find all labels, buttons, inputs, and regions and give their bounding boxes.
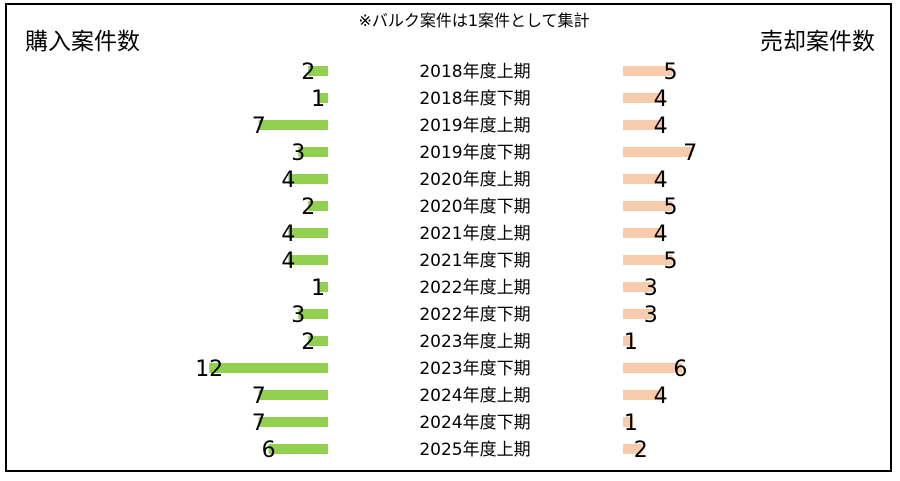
sale-value-label: 6 (673, 357, 687, 382)
category-label: 2019年度上期 (419, 116, 530, 136)
category-label: 2021年度上期 (419, 224, 530, 244)
sale-value-label: 4 (654, 168, 668, 193)
sale-bar (623, 363, 683, 373)
purchase-bar (308, 201, 328, 211)
purchase-value-label: 7 (252, 384, 266, 409)
purchase-value-label: 1 (311, 87, 325, 112)
purchase-value-label: 4 (281, 168, 295, 193)
category-label: 2019年度下期 (419, 143, 530, 163)
sale-value-label: 4 (654, 384, 668, 409)
sale-value-label: 1 (624, 411, 638, 436)
sale-bar (623, 174, 663, 184)
purchase-bar (288, 174, 328, 184)
sale-bar (623, 228, 663, 238)
category-label: 2021年度下期 (419, 251, 530, 271)
purchase-bar (308, 336, 328, 346)
sale-bar (623, 255, 673, 265)
sale-value-label: 2 (634, 438, 648, 463)
purchase-bar (298, 309, 328, 319)
sale-bar (623, 417, 633, 427)
sale-value-label: 5 (664, 249, 678, 274)
purchase-bar (268, 444, 328, 454)
sale-value-label: 3 (644, 276, 658, 301)
sale-value-label: 5 (664, 195, 678, 220)
purchase-value-label: 1 (311, 276, 325, 301)
purchase-value-label: 3 (291, 303, 305, 328)
purchase-bar (308, 66, 328, 76)
sale-bar (623, 336, 633, 346)
purchase-value-label: 7 (252, 114, 266, 139)
category-label: 2023年度上期 (419, 332, 530, 352)
sale-value-label: 1 (624, 330, 638, 355)
purchase-bar (298, 147, 328, 157)
sale-bar (623, 66, 673, 76)
purchase-bar (288, 228, 328, 238)
purchase-value-label: 2 (301, 60, 315, 85)
category-label: 2024年度下期 (419, 413, 530, 433)
purchase-value-label: 4 (281, 249, 295, 274)
category-label: 2022年度下期 (419, 305, 530, 325)
purchase-value-label: 12 (195, 357, 223, 382)
purchase-bar (258, 417, 328, 427)
category-label: 2020年度下期 (419, 197, 530, 217)
right-axis-title: 売却案件数 (760, 29, 875, 55)
purchase-bar (258, 120, 328, 130)
purchase-bar (318, 93, 328, 103)
left-axis-title: 購入案件数 (25, 29, 140, 55)
category-label: 2024年度上期 (419, 386, 530, 406)
sale-value-label: 5 (664, 60, 678, 85)
category-label: 2020年度上期 (419, 170, 530, 190)
purchase-value-label: 2 (301, 330, 315, 355)
sale-bar (623, 390, 663, 400)
chart-note: ※バルク案件は1案件として集計 (358, 11, 589, 30)
sale-bar (623, 93, 663, 103)
category-label: 2022年度上期 (419, 278, 530, 298)
category-label: 2018年度上期 (419, 62, 530, 82)
purchase-bar (288, 255, 328, 265)
purchase-value-label: 2 (301, 195, 315, 220)
purchase-value-label: 7 (252, 411, 266, 436)
purchase-bar (209, 363, 328, 373)
purchase-value-label: 3 (291, 141, 305, 166)
purchase-bar (258, 390, 328, 400)
sale-bar (623, 444, 643, 454)
sale-value-label: 7 (683, 141, 697, 166)
purchase-value-label: 4 (281, 222, 295, 247)
purchase-bar (318, 282, 328, 292)
sale-bar (623, 120, 663, 130)
sale-value-label: 4 (654, 87, 668, 112)
category-label: 2018年度下期 (419, 89, 530, 109)
category-label: 2023年度下期 (419, 359, 530, 379)
sale-bar (623, 201, 673, 211)
sale-value-label: 4 (654, 114, 668, 139)
purchase-value-label: 6 (262, 438, 276, 463)
sale-bar (623, 309, 653, 319)
chart-frame (5, 3, 892, 472)
sale-bar (623, 147, 693, 157)
sale-value-label: 3 (644, 303, 658, 328)
category-label: 2025年度上期 (419, 440, 530, 460)
sale-value-label: 4 (654, 222, 668, 247)
sale-bar (623, 282, 653, 292)
